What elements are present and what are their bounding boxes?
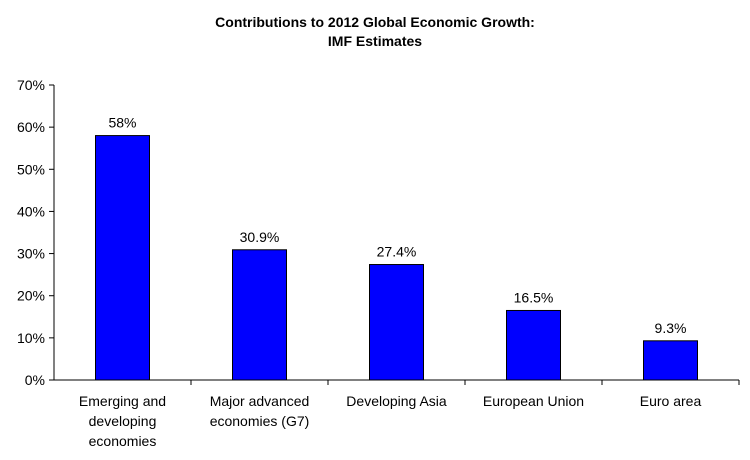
data-label: 9.3% — [655, 320, 687, 336]
category-label: Euro area — [640, 393, 702, 409]
category-label-line: developing — [89, 413, 157, 429]
y-tick-label: 40% — [17, 203, 45, 219]
chart-title-line-2: IMF Estimates — [327, 33, 423, 49]
y-tick-label: 10% — [17, 330, 45, 346]
category-label-line: Emerging and — [79, 393, 166, 409]
bar — [95, 135, 150, 381]
category-label-line: Developing Asia — [346, 393, 447, 409]
chart-title-line-1: Contributions to 2012 Global Economic Gr… — [215, 14, 535, 30]
data-label: 16.5% — [514, 289, 554, 305]
data-label: 30.9% — [240, 229, 280, 245]
y-tick-label: 50% — [17, 161, 45, 177]
data-label: 27.4% — [377, 244, 417, 260]
category-label-line: Major advanced — [210, 393, 310, 409]
y-tick-label: 20% — [17, 288, 45, 304]
category-label-line: European Union — [483, 393, 584, 409]
category-label: Developing Asia — [346, 393, 447, 409]
y-tick-label: 30% — [17, 246, 45, 262]
category-label: Emerging and developing economies — [79, 393, 166, 449]
bar — [506, 309, 561, 381]
y-tick-label: 60% — [17, 119, 45, 135]
y-tick-label: 70% — [17, 77, 45, 93]
y-tick-label: 0% — [25, 372, 45, 388]
category-label-line: Euro area — [640, 393, 702, 409]
bar — [643, 340, 698, 381]
category-label-line: economies (G7) — [210, 413, 310, 429]
category-label-line: economies — [89, 433, 157, 449]
category-label: European Union — [483, 393, 584, 409]
category-label: Major advanced economies (G7) — [210, 393, 310, 429]
bar — [232, 249, 287, 381]
bar — [369, 264, 424, 381]
data-label: 58% — [108, 115, 136, 131]
